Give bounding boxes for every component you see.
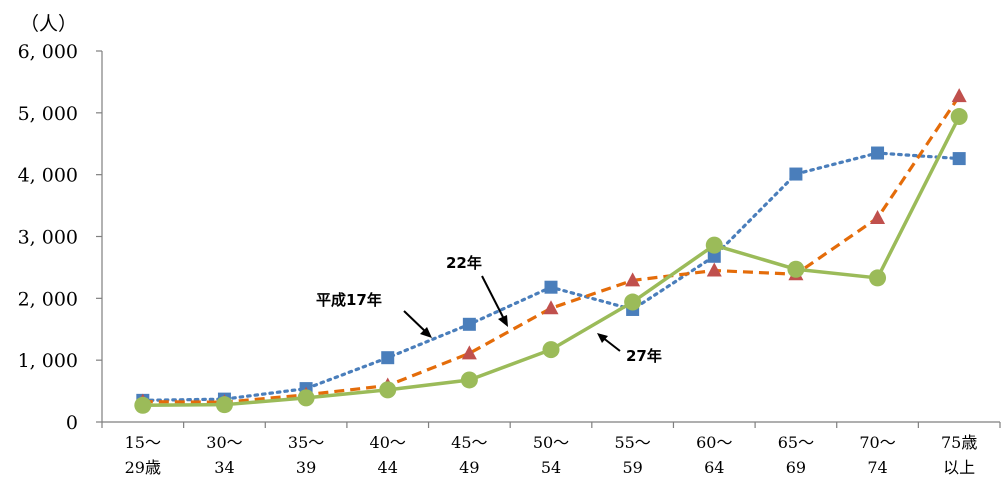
data-point-marker [460, 371, 478, 389]
annotation-arrowhead-heisei17 [420, 327, 432, 338]
data-point-marker [379, 381, 397, 399]
annotation-arrow-22 [481, 275, 506, 322]
annotation-label-27: 27年 [626, 347, 662, 365]
y-tick-label: 6, 000 [18, 41, 78, 63]
x-tick-label: 54 [541, 458, 561, 477]
y-tick-label: 4, 000 [18, 165, 78, 187]
y-tick-label: 0 [66, 412, 78, 434]
x-tick-label: 50～ [533, 433, 569, 452]
axes [101, 51, 1000, 423]
data-point-marker [869, 269, 887, 287]
data-point-marker [625, 272, 641, 287]
annotation-label-22: 22年 [446, 254, 482, 272]
y-tick-label: 5, 000 [18, 103, 78, 125]
data-point-marker [381, 351, 395, 365]
series-2 [135, 88, 967, 409]
data-point-marker [951, 88, 967, 103]
annotation-arrowhead-27 [597, 333, 608, 343]
data-point-marker [950, 108, 968, 126]
data-point-marker [871, 146, 885, 160]
data-point-marker [297, 389, 315, 407]
data-point-marker [705, 236, 723, 254]
data-point-marker [789, 167, 803, 181]
x-tick-label: 74 [867, 458, 887, 477]
data-point-marker [461, 345, 477, 360]
x-tick-label: 35～ [288, 433, 324, 452]
series-line [142, 95, 961, 404]
annotation-arrowhead-22 [498, 315, 508, 327]
x-tick-label: 75歳 [941, 433, 977, 452]
data-point-marker [624, 293, 642, 311]
series-line [141, 151, 961, 402]
data-point-marker [542, 341, 560, 359]
x-tick-label: 64 [704, 458, 724, 477]
data-point-marker [706, 262, 722, 277]
y-tick-label: 3, 000 [18, 227, 78, 249]
x-tick-label: 70～ [859, 433, 895, 452]
data-point-marker [707, 249, 721, 263]
series-1 [136, 146, 966, 407]
x-tick-label: 44 [378, 458, 398, 477]
series-3 [134, 108, 968, 414]
series-line [142, 115, 961, 408]
x-tick-label: 40～ [370, 433, 406, 452]
x-tick-label: 30～ [206, 433, 242, 452]
data-point-marker [215, 396, 233, 414]
data-point-marker [462, 317, 476, 331]
x-tick-label: 39 [296, 458, 316, 477]
y-tick-label: 2, 000 [18, 288, 78, 310]
x-tick-label: 以上 [943, 458, 975, 477]
y-tick-label: 1, 000 [18, 350, 78, 372]
x-tick-label: 15～ [125, 433, 161, 452]
x-tick-label: 29歳 [125, 458, 161, 477]
x-ticks: 15～ 29歳 30～ 34 35～ 39 40～ 44 45～ 49 50～ 54 55～ 59 60～ 6… [101, 422, 1001, 477]
data-point-marker [543, 300, 559, 315]
data-point-marker [952, 152, 966, 166]
series-layer [134, 88, 968, 414]
annotations: 平成17年 22年 27年 [316, 254, 662, 365]
x-tick-label: 59 [622, 458, 642, 477]
x-tick-label: 60～ [696, 433, 732, 452]
y-axis-unit-label: （人） [20, 13, 77, 35]
x-tick-label: 69 [786, 458, 806, 477]
x-tick-label: 55～ [614, 433, 650, 452]
data-point-marker [870, 209, 886, 224]
x-tick-label: 34 [214, 458, 234, 477]
annotation-label-heisei17: 平成17年 [316, 291, 382, 309]
data-point-marker [544, 280, 558, 294]
x-tick-label: 65～ [778, 433, 814, 452]
data-point-marker [787, 260, 805, 278]
data-point-marker [134, 396, 152, 414]
y-ticks: 0 1, 000 2, 000 3, 000 4, 000 5, 000 6, 000 [18, 41, 102, 434]
x-tick-label: 49 [459, 458, 479, 477]
x-tick-label: 45～ [451, 433, 487, 452]
